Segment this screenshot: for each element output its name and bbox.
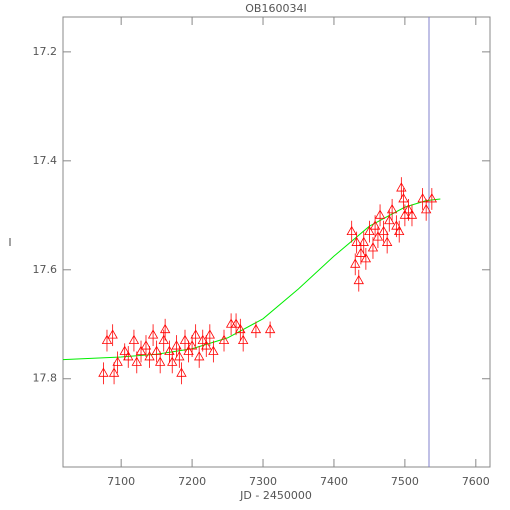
y-tick-label: 17.6: [33, 263, 58, 276]
data-point: [164, 345, 175, 355]
data-point: [426, 193, 438, 203]
data-point: [174, 351, 185, 361]
y-tick-label: 17.8: [33, 372, 58, 385]
data-point: [128, 334, 140, 345]
data-point: [190, 329, 201, 339]
data-point: [159, 323, 171, 334]
data-point: [171, 340, 182, 350]
data-point: [353, 274, 364, 285]
data-point: [98, 367, 109, 377]
data-point: [420, 204, 432, 214]
data-point: [358, 236, 369, 246]
chart-title: OB160034I: [245, 2, 306, 15]
data-point: [235, 323, 246, 334]
data-point: [237, 334, 249, 345]
x-tick-label: 7200: [178, 475, 206, 488]
data-point: [131, 356, 142, 366]
x-tick-label: 7300: [249, 475, 277, 488]
data-point: [123, 351, 134, 361]
x-tick-label: 7100: [107, 475, 135, 488]
data-point: [378, 225, 389, 236]
data-point: [167, 356, 178, 366]
data-point: [197, 334, 208, 345]
data-point: [381, 236, 393, 246]
data-point: [154, 356, 166, 366]
data-point: [367, 242, 379, 252]
data-point: [204, 329, 216, 339]
data-point: [135, 345, 147, 355]
data-point: [112, 356, 123, 366]
data-point: [369, 220, 381, 230]
data-point: [374, 209, 386, 219]
plot-frame: [62, 16, 491, 468]
data-point: [201, 340, 212, 350]
data-point: [144, 351, 155, 361]
y-tick-label: 17.4: [33, 154, 58, 167]
data-point: [179, 334, 191, 345]
data-point: [350, 258, 361, 268]
data-point: [417, 193, 428, 203]
data-point: [218, 334, 230, 345]
y-tick-label: 17.2: [33, 45, 58, 58]
data-point: [183, 345, 194, 355]
data-point: [208, 345, 219, 355]
data-point: [360, 253, 372, 263]
data-point: [406, 209, 418, 219]
data-point: [108, 367, 120, 377]
data-point: [151, 345, 162, 355]
data-point: [396, 182, 407, 192]
x-tick-label: 7400: [320, 475, 348, 488]
data-point: [394, 225, 405, 236]
data-point: [346, 225, 357, 236]
data-point: [176, 367, 187, 377]
data-point: [355, 247, 367, 257]
data-point: [364, 225, 375, 236]
data-point: [372, 231, 384, 241]
data-point: [250, 323, 262, 334]
data-point: [384, 214, 395, 225]
data-point: [351, 236, 362, 246]
data-point: [398, 193, 409, 203]
data-point: [119, 345, 130, 355]
data-point: [264, 323, 276, 334]
data-point: [194, 351, 205, 361]
data-point: [101, 334, 113, 345]
data-point: [403, 204, 414, 214]
data-point: [158, 334, 169, 345]
data-point: [147, 329, 159, 339]
data-point: [399, 209, 411, 219]
data-point: [391, 220, 402, 230]
x-tick-label: 7500: [391, 475, 419, 488]
x-tick-label: 7600: [462, 475, 490, 488]
data-point: [186, 340, 198, 350]
data-point: [107, 329, 118, 339]
data-point: [225, 318, 237, 328]
data-point: [230, 318, 242, 328]
data-point: [140, 340, 152, 350]
y-axis-label: I: [8, 236, 11, 249]
x-axis-label: JD - 2450000: [239, 489, 312, 502]
data-point: [386, 204, 398, 214]
